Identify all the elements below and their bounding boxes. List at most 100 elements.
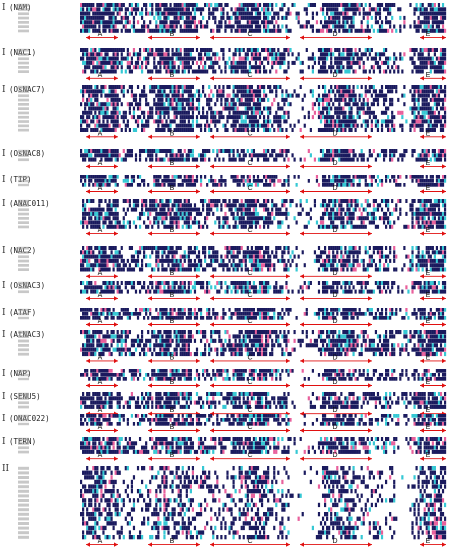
group-marker: I: [2, 392, 6, 402]
subgroup-seq-id: [18, 183, 29, 187]
subgroup-panel: I (OsNAC7) A B C D E: [2, 85, 447, 139]
arrow-left-icon: [86, 296, 90, 301]
subgroup-seq-id: [18, 149, 29, 153]
subgroup-panel: I (TIP) A B C D E: [2, 175, 447, 194]
arrow-left-icon: [210, 296, 214, 301]
group-marker: I: [2, 308, 6, 318]
arrow-left-icon: [420, 456, 424, 461]
arrow-left-icon: [420, 428, 424, 433]
domain-label-b: B: [170, 72, 175, 79]
subgroup-seq-id: [18, 312, 29, 316]
domain-label-c: C: [247, 424, 252, 431]
domain-label-e: E: [426, 31, 431, 38]
subgroup-panel: I (AtNAC3) A B C D E: [2, 330, 447, 364]
arrow-right-icon: [196, 76, 200, 81]
domain-label-d: D: [332, 407, 337, 414]
subgroup-name: (NAC1): [9, 48, 36, 57]
arrow-left-icon: [148, 231, 152, 236]
subgroup-seq-id: [18, 12, 29, 16]
subgroup-seq-id: [18, 339, 29, 343]
domain-label-c: C: [247, 130, 252, 137]
arrow-right-icon: [286, 322, 290, 327]
group-two-seq-id: [18, 471, 29, 475]
arrow-right-icon: [196, 134, 200, 139]
domain-label-d: D: [332, 354, 337, 361]
subgroup-panel: I (OsNAC8) A B C D E: [2, 149, 447, 169]
subgroup-seq-id: [18, 57, 29, 61]
arrow-left-icon: [86, 189, 90, 194]
subgroup-seq-id: [18, 124, 29, 128]
arrow-right-icon: [368, 274, 372, 279]
domain-label-e: E: [426, 130, 431, 137]
subgroup-seq-id: [18, 446, 29, 450]
group-marker: I: [2, 149, 6, 159]
arrow-left-icon: [86, 542, 90, 547]
subgroup-seq-id: [18, 199, 29, 203]
arrow-left-icon: [210, 383, 214, 388]
subgroup-seq-id: [18, 111, 29, 115]
domain-label-c: C: [247, 31, 252, 38]
arrow-right-icon: [442, 383, 446, 388]
arrow-left-icon: [300, 35, 304, 40]
subgroup-seq-id: [18, 175, 29, 179]
subgroup-panel: I (NAC1) A B C D E: [2, 48, 447, 81]
domain-label-a: A: [98, 354, 103, 361]
arrow-right-icon: [286, 134, 290, 139]
subgroup-name: (NAM): [9, 3, 32, 12]
subgroup-seq-id: [18, 212, 29, 216]
domain-label-c: C: [247, 407, 252, 414]
arrow-right-icon: [196, 383, 200, 388]
arrow-left-icon: [86, 164, 90, 169]
arrow-left-icon: [148, 164, 152, 169]
arrow-right-icon: [368, 358, 372, 364]
domain-label-e: E: [426, 227, 431, 234]
arrow-right-icon: [286, 231, 290, 236]
arrow-left-icon: [300, 189, 304, 194]
group-marker: I: [2, 48, 6, 58]
arrow-right-icon: [368, 231, 372, 236]
group-two-seq-id: [18, 480, 29, 484]
arrow-right-icon: [114, 383, 118, 388]
subgroup-seq-id: [18, 246, 29, 250]
arrow-right-icon: [196, 189, 200, 194]
arrow-right-icon: [286, 383, 290, 388]
arrow-right-icon: [368, 189, 372, 194]
subgroup-seq-id: [18, 179, 29, 183]
subgroup-seq-id: [18, 107, 29, 110]
subgroup-name: (OsNAC8): [9, 149, 45, 158]
arrow-right-icon: [114, 274, 118, 279]
subgroup-seq-id: [18, 25, 29, 28]
arrow-right-icon: [196, 428, 200, 433]
arrow-right-icon: [442, 296, 446, 301]
arrow-left-icon: [300, 164, 304, 169]
arrow-left-icon: [86, 134, 90, 139]
arrow-right-icon: [368, 322, 372, 327]
arrow-right-icon: [286, 296, 290, 301]
subgroup-seq-id: [18, 98, 29, 102]
arrow-right-icon: [286, 35, 290, 40]
arrow-right-icon: [286, 542, 290, 547]
domain-label-d: D: [332, 227, 337, 234]
subgroup-name: (NAP): [9, 369, 32, 378]
arrow-right-icon: [368, 296, 372, 301]
arrow-right-icon: [442, 456, 446, 461]
subgroup-name: (ANAC011): [9, 199, 50, 208]
subgroup-seq-id: [18, 352, 29, 356]
arrow-left-icon: [420, 383, 424, 388]
arrow-left-icon: [300, 296, 304, 301]
arrow-right-icon: [368, 76, 372, 81]
group-two-seq-id: [18, 535, 29, 539]
group-marker: I: [2, 330, 6, 340]
subgroup-seq-id: [18, 61, 29, 65]
arrow-right-icon: [196, 322, 200, 327]
arrow-right-icon: [114, 542, 118, 547]
subgroup-panel: I (NAP) A B C D E: [2, 369, 447, 388]
arrow-right-icon: [368, 35, 372, 40]
arrow-right-icon: [442, 322, 446, 327]
domain-label-a: A: [98, 227, 103, 234]
arrow-left-icon: [210, 456, 214, 461]
group-two-seq-id: [18, 522, 29, 525]
subgroup-name: (OsNAC7): [9, 85, 45, 94]
arrow-left-icon: [148, 456, 152, 461]
domain-label-b: B: [170, 538, 175, 545]
